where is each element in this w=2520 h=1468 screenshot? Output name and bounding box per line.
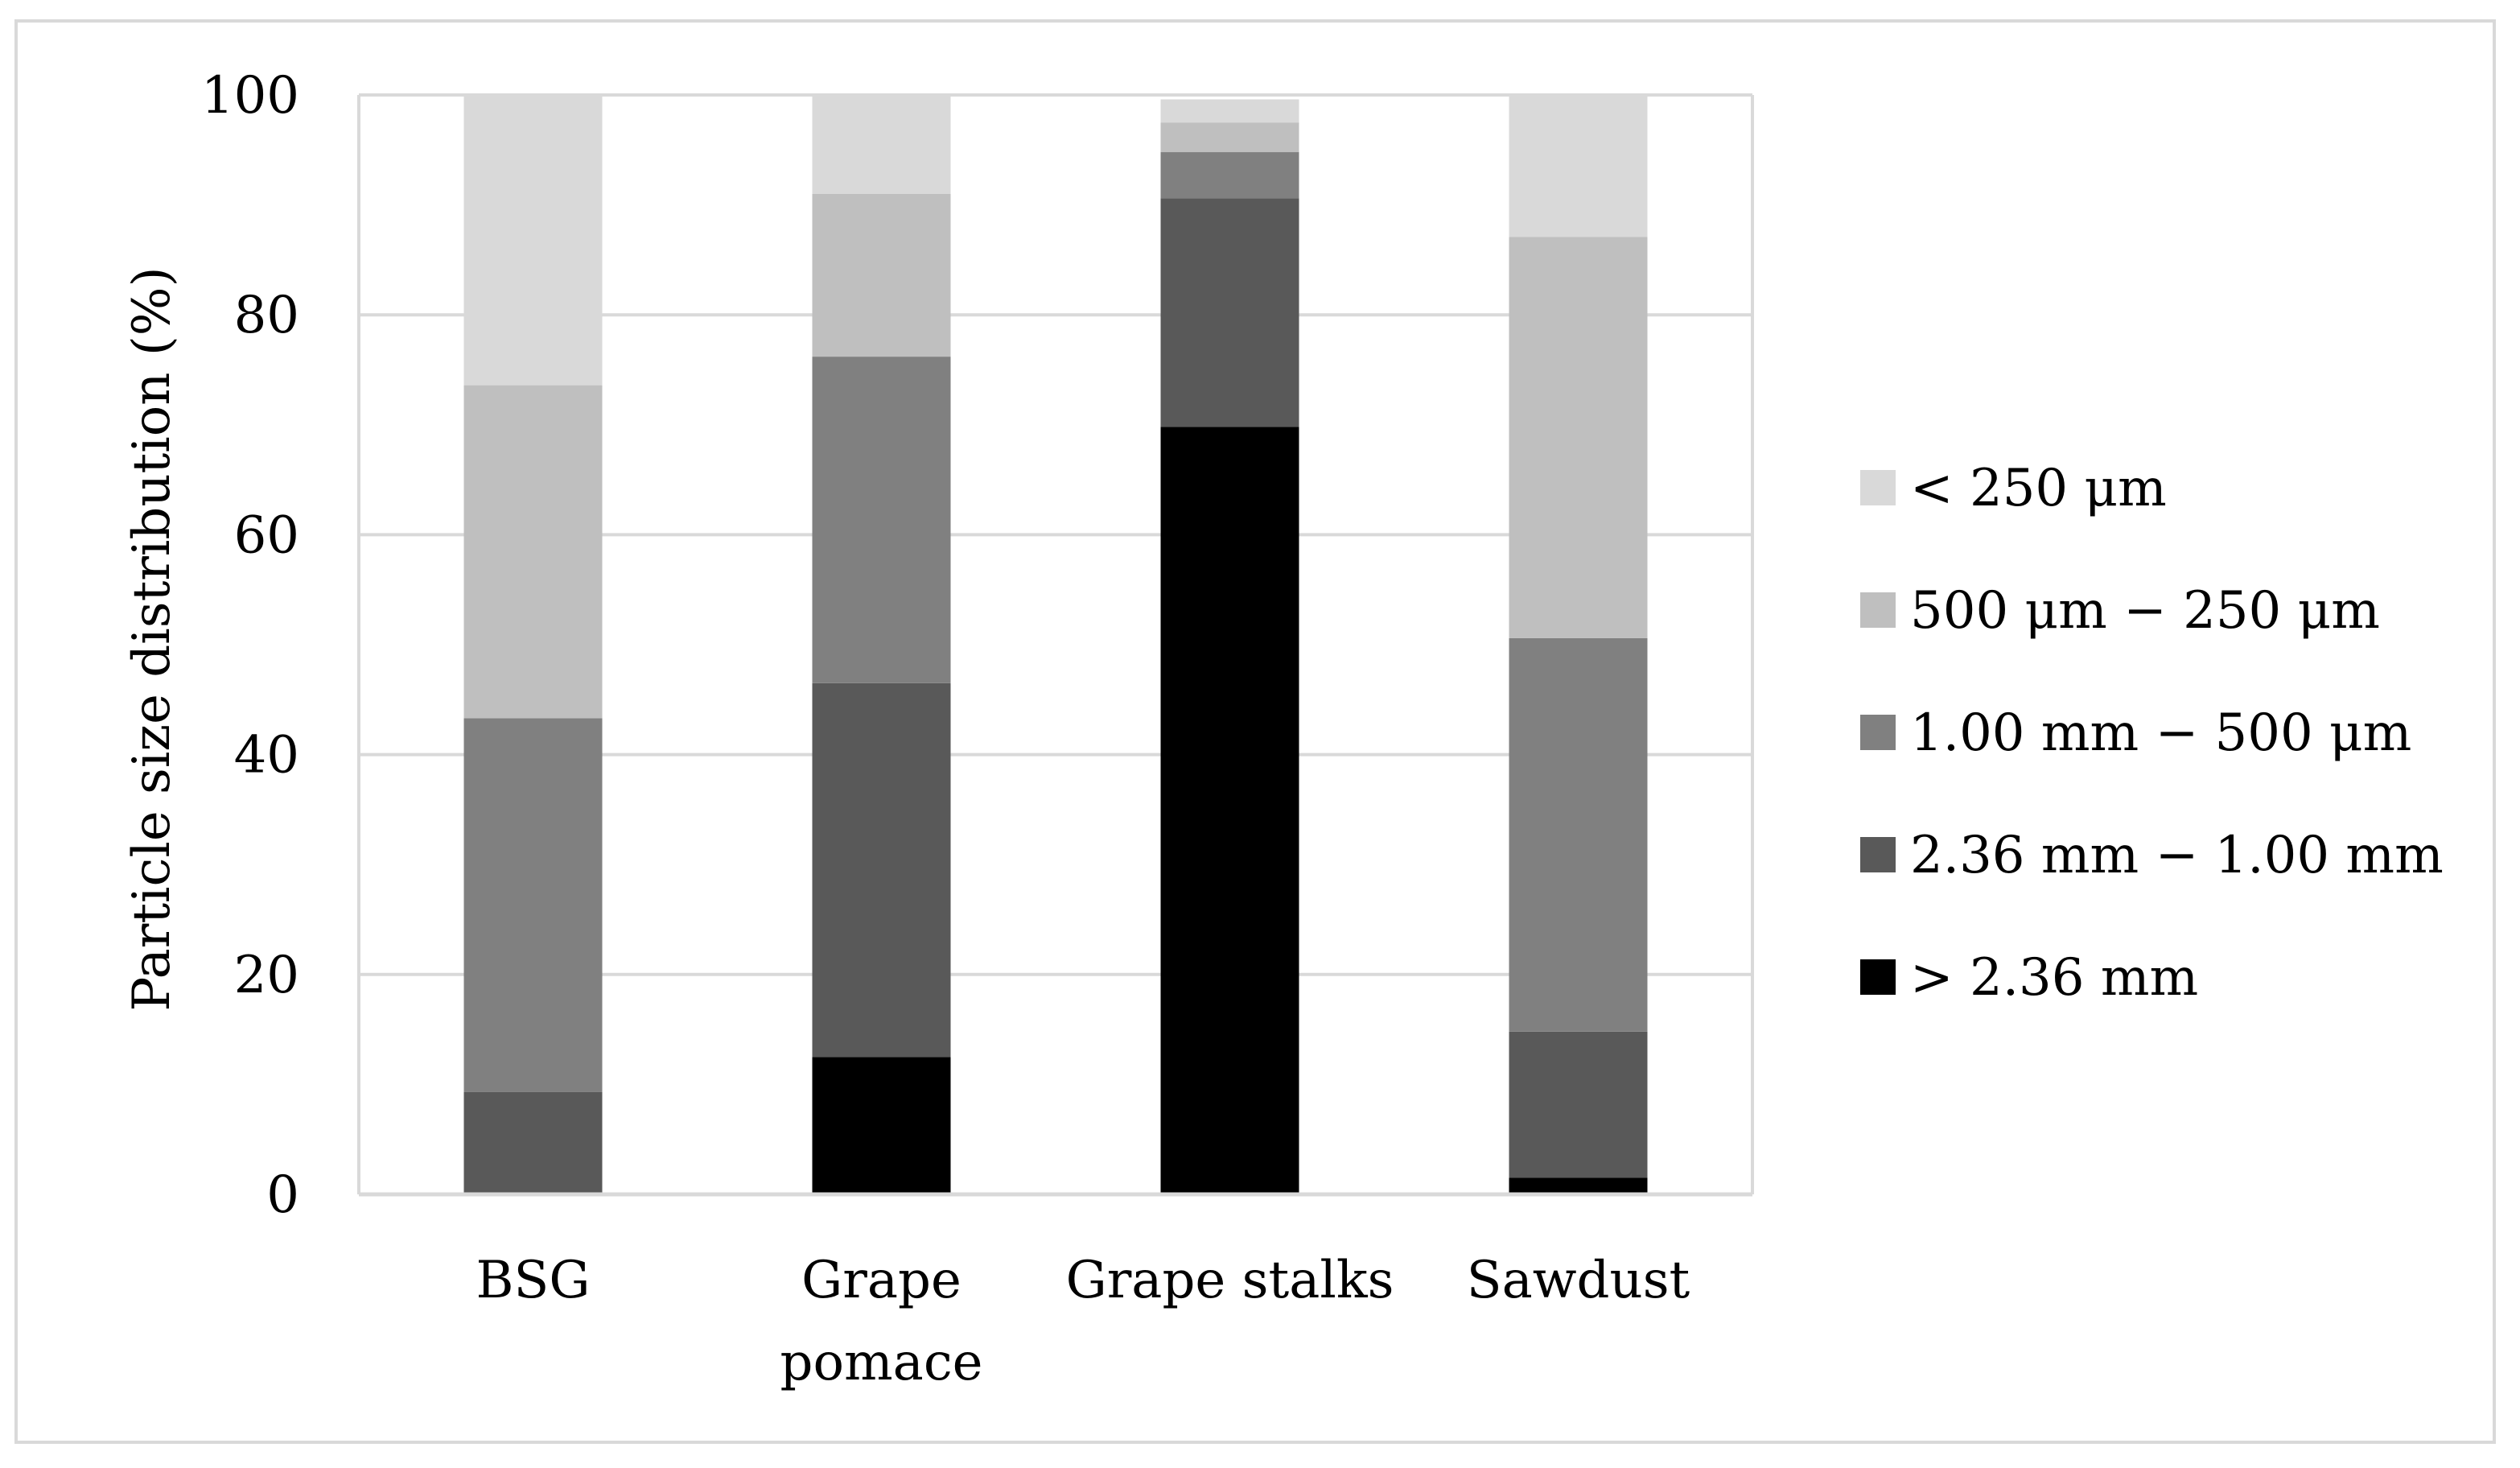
legend-label: 2.36 mm − 1.00 mm — [1910, 826, 2444, 885]
x-tick-label: Sawdust — [1467, 1251, 1690, 1310]
bar-segment — [1160, 198, 1299, 427]
bar-segment — [812, 193, 951, 357]
bar-segment — [1160, 99, 1299, 123]
bar-segment — [463, 385, 603, 719]
y-tick-label: 20 — [234, 946, 299, 1005]
bar-segment — [1509, 95, 1648, 237]
bar-segment — [463, 718, 603, 1092]
legend-swatch — [1860, 592, 1896, 628]
bar-segment — [463, 95, 603, 386]
legend-swatch — [1860, 837, 1896, 872]
legend-label: > 2.36 mm — [1910, 948, 2198, 1008]
y-tick-label: 60 — [234, 505, 299, 565]
bar-segment — [1509, 1177, 1648, 1194]
legend: < 250 μm 500 μm − 250 μm 1.00 mm − 500 μm 2… — [1860, 459, 2444, 1008]
x-tick-label: BSG — [476, 1251, 591, 1310]
x-tick-label: Grape — [801, 1251, 961, 1310]
bar-segment — [812, 357, 951, 683]
legend-label: < 250 μm — [1910, 459, 2167, 518]
y-tick-labels: 0 20 40 60 80 100 — [201, 66, 299, 1225]
bar-segment — [812, 1057, 951, 1194]
bar-segment — [1160, 427, 1299, 1194]
legend-label: 1.00 mm − 500 μm — [1910, 703, 2411, 763]
bar-segment — [1509, 637, 1648, 1032]
legend-label: 500 μm − 250 μm — [1910, 581, 2380, 641]
x-tick-label: Grape stalks — [1066, 1251, 1394, 1310]
bar-segment — [812, 95, 951, 194]
bar-segment — [1160, 122, 1299, 153]
y-tick-label: 0 — [266, 1165, 299, 1225]
legend-swatch — [1860, 715, 1896, 750]
x-tick-labels: BSG Grape pomace Grape stalks Sawdust — [476, 1251, 1690, 1392]
bar-segment — [1509, 237, 1648, 638]
legend-swatch — [1860, 470, 1896, 505]
y-tick-label: 80 — [234, 286, 299, 345]
y-tick-label: 100 — [201, 66, 299, 126]
legend-swatch — [1860, 959, 1896, 995]
bar-segment — [1160, 152, 1299, 199]
bar-segment — [1509, 1031, 1648, 1178]
bar-segment — [463, 1091, 603, 1194]
y-tick-label: 40 — [234, 726, 299, 786]
bars — [463, 95, 1648, 1194]
y-axis-title: Particle size distribution (%) — [122, 266, 182, 1011]
x-tick-label: pomace — [780, 1333, 982, 1392]
bar-segment — [812, 682, 951, 1058]
